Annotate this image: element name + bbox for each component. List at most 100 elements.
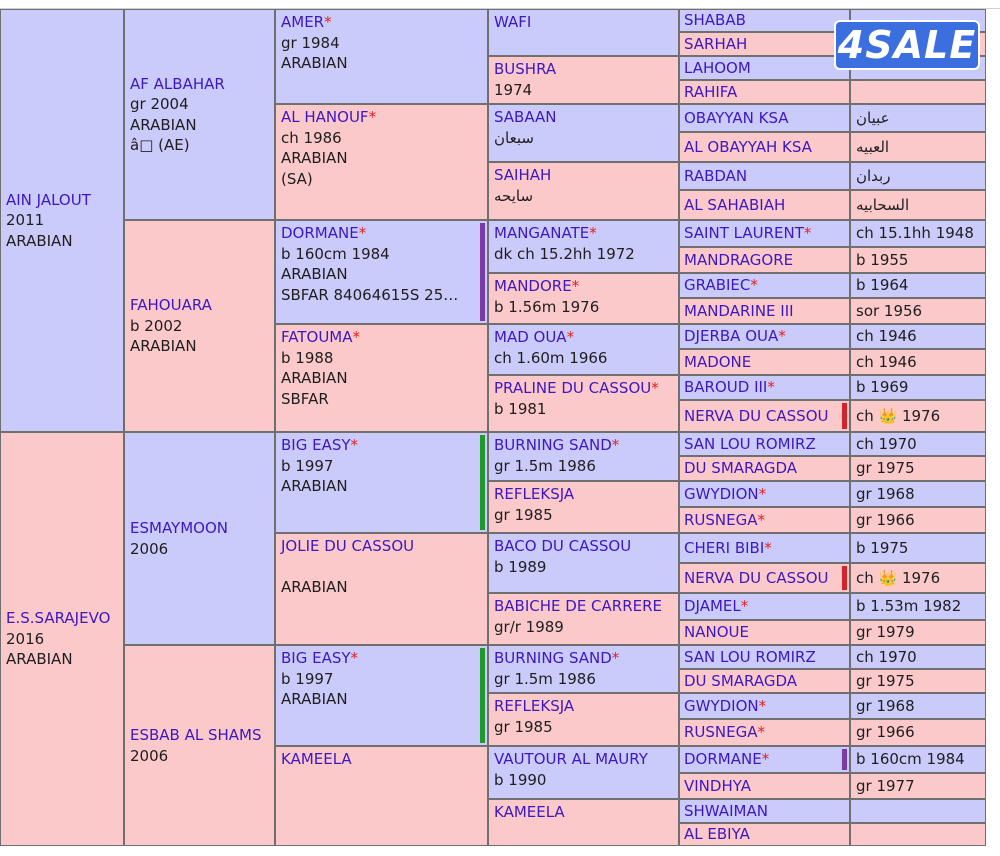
horse-name-link[interactable]: SAIHAH [494, 166, 552, 184]
horse-name-link[interactable]: MANDRAGORE [684, 251, 794, 269]
horse-detail: ARABIAN [281, 578, 348, 596]
horse-name-link[interactable]: DJERBA OUA [684, 327, 786, 345]
horse-name-link[interactable]: MAD OUA [494, 327, 673, 348]
horse-detail: gr 1984 [281, 33, 340, 52]
watermark-badge: 4SALE [834, 20, 980, 70]
horse-name-link[interactable]: AL HANOUF [281, 107, 482, 128]
horse-detail-gen5: ch 1970 [850, 645, 986, 669]
horse-name-link[interactable]: VINDHYA [684, 777, 751, 795]
horse-name-link[interactable]: JOLIE DU CASSOU [281, 537, 415, 555]
horse-name-link[interactable]: NERVA DU CASSOU [684, 407, 829, 425]
pedigree-cell-gen5: GWYDION [679, 693, 850, 719]
horse-name-link[interactable]: SAN LOU ROMIRZ [684, 435, 816, 453]
horse-name-link[interactable]: DU SMARAGDA [684, 459, 798, 477]
horse-name-link[interactable]: GWYDION [684, 697, 766, 715]
horse-name-link[interactable]: RUSNEGA [684, 723, 765, 741]
horse-name-link[interactable]: LAHOOM [684, 59, 751, 77]
pedigree-cell-gen5: SHWAIMAN [679, 799, 850, 823]
horse-name-link[interactable]: GRABIEC [684, 276, 758, 294]
horse-detail: ARABIAN [281, 690, 348, 708]
horse-name-link[interactable]: FATOUMA [281, 327, 482, 348]
horse-name-link[interactable]: BURNING SAND [494, 435, 673, 456]
color-marker [842, 403, 847, 429]
horse-detail-gen5: b 1955 [850, 247, 986, 273]
horse-detail: 2006 [130, 746, 169, 765]
horse-name-link[interactable]: REFLEKSJA [494, 697, 575, 715]
horse-name-link[interactable]: NERVA DU CASSOU [684, 569, 829, 587]
horse-name-link[interactable]: DJAMEL [684, 597, 748, 615]
horse-detail: gr 1985 [494, 505, 553, 524]
horse-name-link[interactable]: AIN JALOUT [6, 190, 91, 209]
horse-name-link[interactable]: DU SMARAGDA [684, 672, 798, 690]
horse-name-link[interactable]: WAFI [494, 13, 532, 31]
horse-detail-gen5: ربدان [850, 162, 986, 190]
horse-detail: ARABIAN [281, 54, 348, 72]
horse-name-link[interactable]: SHWAIMAN [684, 802, 768, 820]
horse-name-link[interactable]: RABDAN [684, 167, 748, 185]
horse-name-link[interactable]: VAUTOUR AL MAURY [494, 750, 648, 768]
horse-detail: b 1997 [281, 669, 334, 688]
horse-name-link[interactable]: ESBAB AL SHAMS [130, 726, 262, 744]
horse-detail: 2016 [6, 629, 45, 648]
pedigree-cell-gen5: LAHOOM [679, 56, 850, 80]
horse-detail: ARABIAN [130, 115, 197, 134]
horse-detail: dk ch 15.2hh 1972 [494, 244, 635, 263]
horse-name-link[interactable]: BIG EASY [281, 435, 482, 456]
horse-name-link[interactable]: RUSNEGA [684, 511, 765, 529]
horse-name-link[interactable]: REFLEKSJA [494, 485, 575, 503]
horse-name-link[interactable]: AMER [281, 12, 482, 33]
horse-detail: b 1997 [281, 456, 334, 475]
horse-name-link[interactable]: MANGANATE [494, 223, 673, 244]
pedigree-cell-gen3: JOLIE DU CASSOU ARABIAN [275, 533, 488, 645]
pedigree-cell-gen5: DU SMARAGDA [679, 456, 850, 481]
pedigree-cell-gen5: NANOUE [679, 620, 850, 645]
pedigree-cell-gen2: AF ALBAHAR gr 2004 ARABIAN â□ (AE) [124, 9, 275, 220]
horse-detail-gen5: gr 1979 [850, 620, 986, 645]
horse-name-link[interactable]: BUSHRA [494, 60, 557, 78]
horse-name-link[interactable]: E.S.SARAJEVO [6, 609, 111, 628]
horse-detail-gen5: b 1969 [850, 375, 986, 400]
horse-detail: ARABIAN [6, 231, 73, 250]
horse-name-link[interactable]: AL SAHABIAH [684, 196, 786, 214]
horse-name-link[interactable]: PRALINE DU CASSOU [494, 378, 673, 399]
horse-name-link[interactable]: ESMAYMOON [130, 519, 228, 537]
horse-name-link[interactable]: MANDARINE III [684, 302, 794, 320]
horse-name-link[interactable]: AL OBAYYAH KSA [684, 138, 812, 156]
pedigree-cell-gen5: RUSNEGA [679, 507, 850, 533]
horse-name-link[interactable]: SAINT LAURENT [684, 224, 811, 242]
horse-name-link[interactable]: DORMANE [684, 750, 769, 768]
horse-name-link[interactable]: BURNING SAND [494, 648, 673, 669]
horse-name-link[interactable]: OBAYYAN KSA [684, 109, 789, 127]
horse-name-link[interactable]: DORMANE [281, 223, 482, 244]
horse-name-link[interactable]: MANDORE [494, 276, 673, 297]
horse-name-link[interactable]: SHABAB [684, 11, 746, 29]
horse-name-link[interactable]: BIG EASY [281, 648, 482, 669]
horse-detail: gr 1.5m 1986 [494, 669, 596, 688]
horse-detail-gen5: b 1964 [850, 273, 986, 298]
pedigree-cell-gen5: SAN LOU ROMIRZ [679, 645, 850, 669]
horse-name-link[interactable]: BAROUD III [684, 378, 775, 396]
horse-name-link[interactable]: MADONE [684, 353, 752, 371]
horse-name-link[interactable]: GWYDION [684, 485, 766, 503]
color-marker [480, 648, 485, 743]
horse-name-link[interactable]: KAMEELA [494, 803, 565, 821]
pedigree-cell-gen5: GWYDION [679, 481, 850, 507]
horse-name-link[interactable]: SAN LOU ROMIRZ [684, 648, 816, 666]
horse-name-link[interactable]: CHERI BIBI [684, 539, 772, 557]
pedigree-cell-gen4: KAMEELA [488, 799, 679, 846]
horse-name-link[interactable]: AL EBIYA [684, 825, 750, 843]
horse-name-link[interactable]: SABAAN [494, 108, 557, 126]
horse-name-link[interactable]: NANOUE [684, 623, 749, 641]
pedigree-cell-gen4: REFLEKSJA gr 1985 [488, 693, 679, 746]
horse-name-link[interactable]: RAHIFA [684, 83, 738, 101]
horse-name-link[interactable]: KAMEELA [281, 750, 352, 768]
horse-name-link[interactable]: BABICHE DE CARRERE [494, 597, 663, 615]
horse-detail-gen5: gr 1966 [850, 719, 986, 746]
horse-name-link[interactable]: SARHAH [684, 35, 748, 53]
horse-name-link[interactable]: BACO DU CASSOU [494, 537, 632, 555]
horse-name-link[interactable]: AF ALBAHAR [130, 74, 225, 93]
horse-detail-gen5: gr 1966 [850, 507, 986, 533]
pedigree-cell-gen2: ESMAYMOON 2006 [124, 432, 275, 645]
horse-name-link[interactable]: FAHOUARA [130, 296, 212, 315]
